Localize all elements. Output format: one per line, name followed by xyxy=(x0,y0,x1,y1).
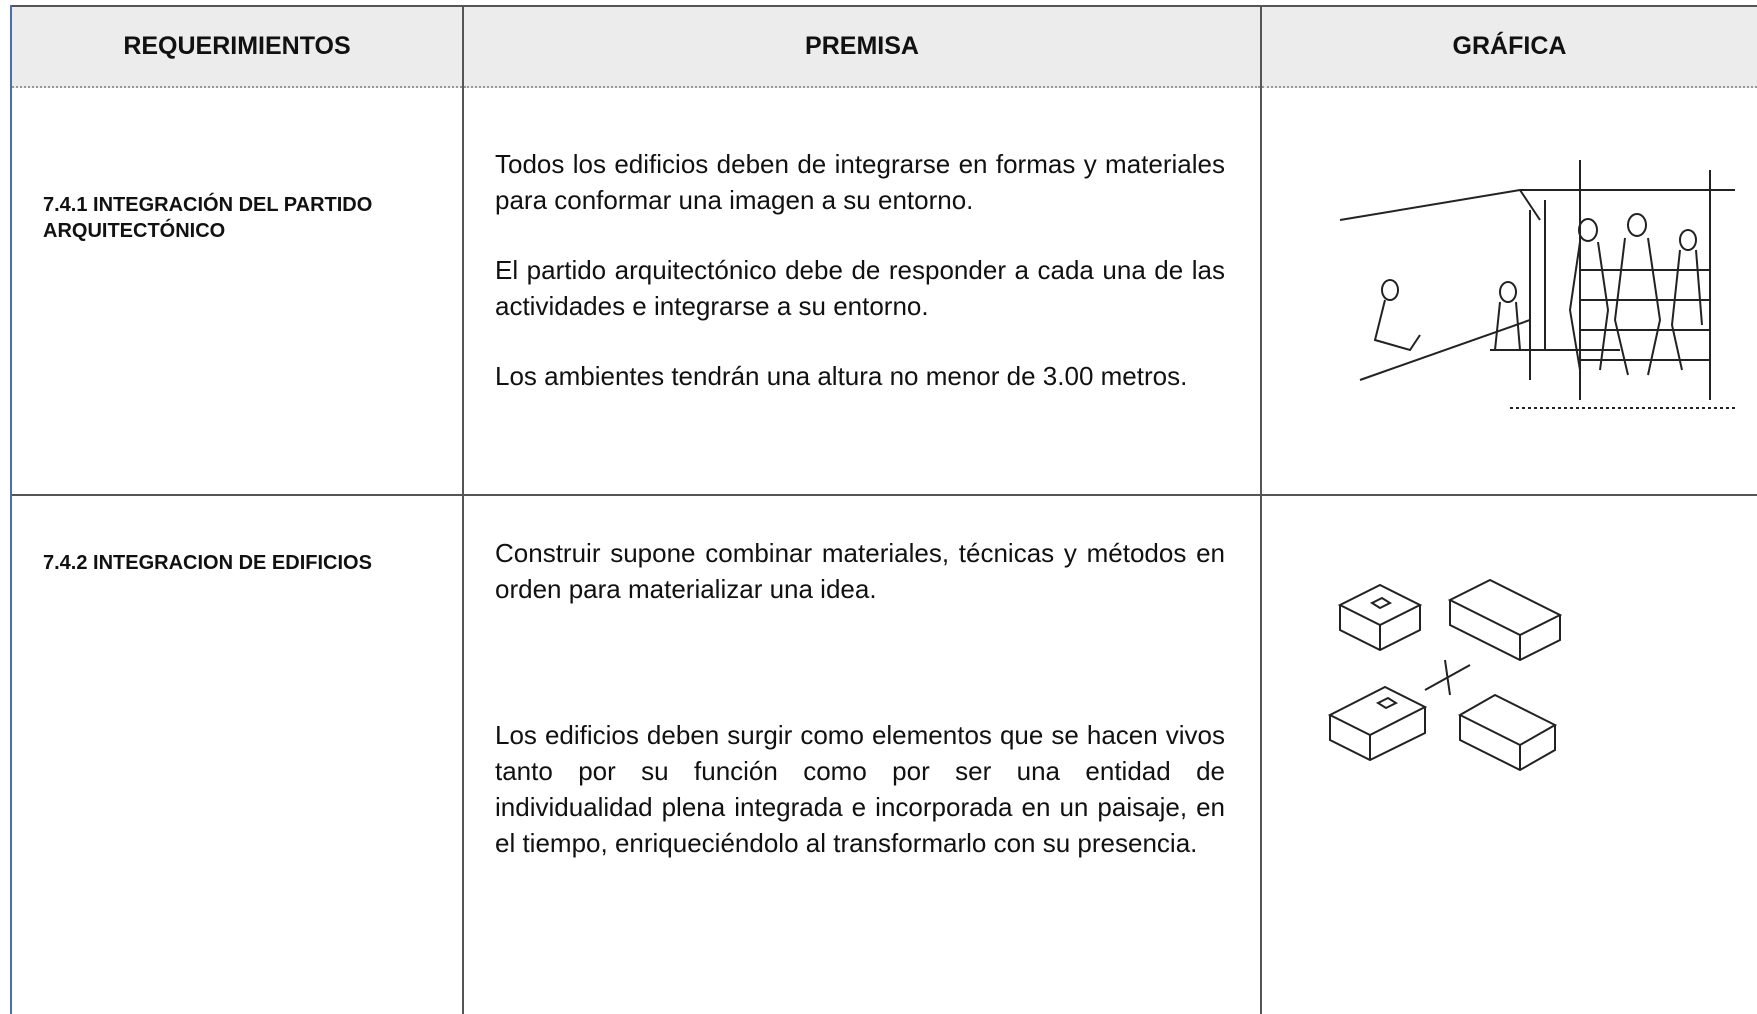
premise: Construir supone combinar materiales, té… xyxy=(495,538,1225,604)
sketch xyxy=(1327,578,1563,772)
sketch xyxy=(1339,160,1738,409)
header-cell: GRÁFICA xyxy=(1262,6,1757,88)
border xyxy=(462,5,464,1014)
header-cell: REQUERIMIENTOS xyxy=(12,6,462,88)
requirement: 7.4.2 INTEGRACION DE EDIFICIOS xyxy=(43,552,372,574)
header: PREMISA xyxy=(805,31,919,60)
border xyxy=(11,494,1757,496)
border xyxy=(10,5,12,1014)
header-cell: PREMISA xyxy=(464,6,1260,88)
border xyxy=(1260,5,1262,1014)
premise: Los ambientes tendrán una altura no meno… xyxy=(495,361,1188,391)
header: GRÁFICA xyxy=(1452,31,1567,60)
premise-cell: Construir supone combinar materiales, té… xyxy=(495,535,1225,895)
header: REQUERIMIENTOS xyxy=(123,31,351,60)
border xyxy=(11,5,1757,7)
premise: Los edificios deben surgir como elemento… xyxy=(495,720,1225,858)
premise: Todos los edificios deben de integrarse … xyxy=(495,149,1225,215)
premise-cell: Todos los edificios deben de integrarse … xyxy=(495,146,1225,428)
requirement: 7.4.1 INTEGRACIÓN DEL PARTIDO ARQUITECTÓ… xyxy=(43,194,373,242)
premise: El partido arquitectónico debe de respon… xyxy=(495,255,1225,321)
